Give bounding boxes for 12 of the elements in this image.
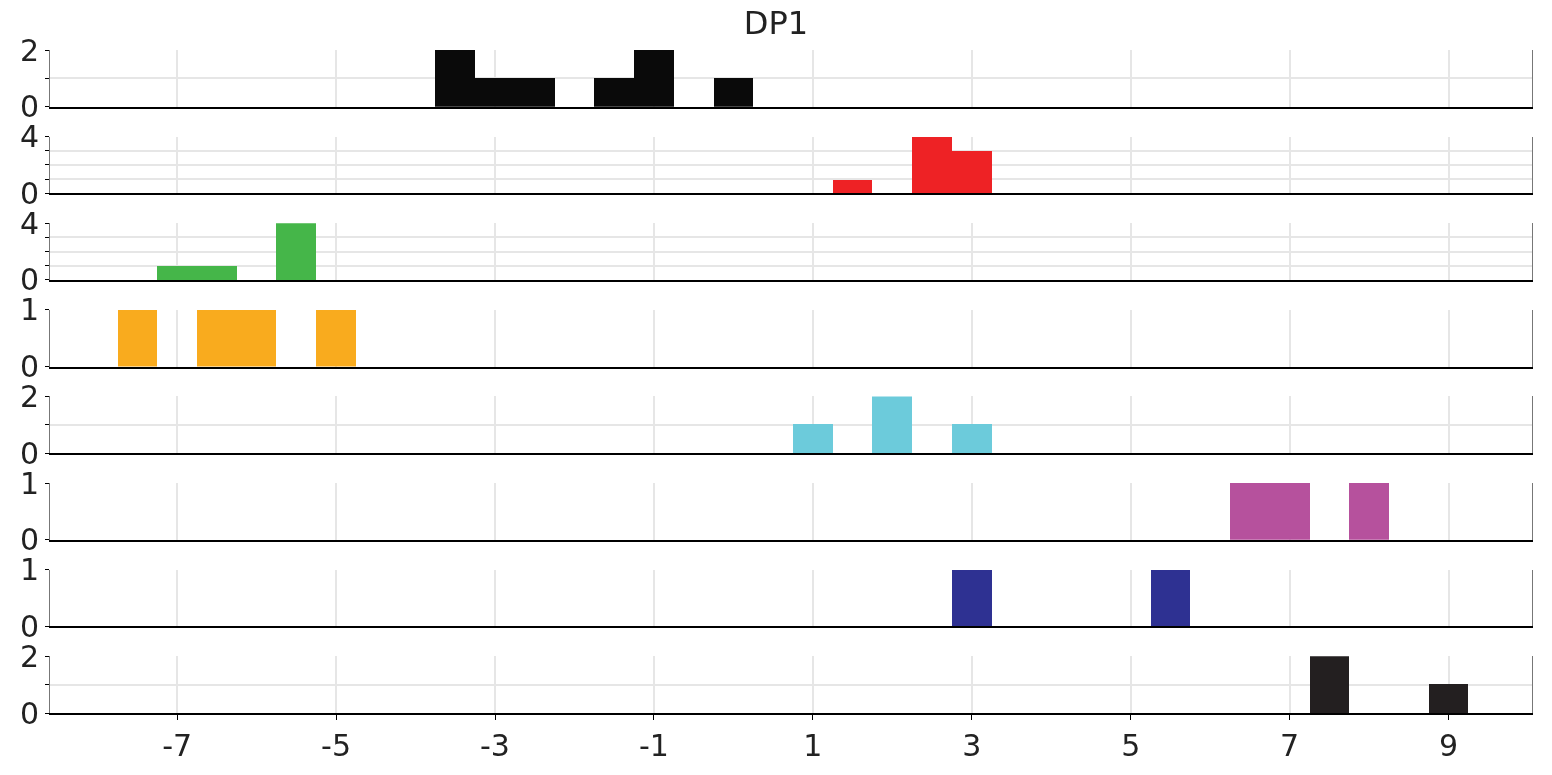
- chart-title: DP1: [743, 4, 809, 43]
- x-tick-label: 9: [1439, 728, 1459, 763]
- x-tick-label: 3: [962, 728, 982, 763]
- x-tick-label: -5: [321, 728, 352, 763]
- y-tick-label: 0: [19, 695, 39, 731]
- y-tick-label: 2: [19, 32, 39, 68]
- x-tick-label: -7: [162, 728, 193, 763]
- x-tick-label: 1: [803, 728, 823, 763]
- x-tick-label: 5: [1121, 728, 1141, 763]
- x-tick-label: 7: [1280, 728, 1300, 763]
- x-tick-label: -1: [638, 728, 669, 763]
- x-tick-label: -3: [480, 728, 510, 763]
